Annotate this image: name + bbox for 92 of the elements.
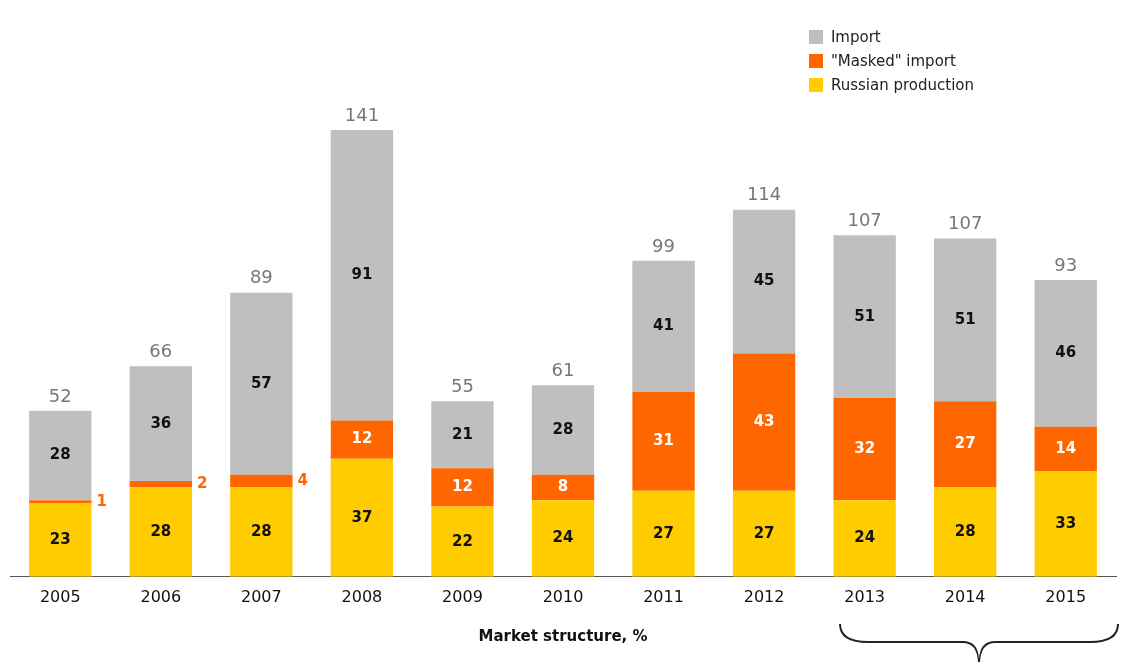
- data-label: 28: [954, 522, 976, 541]
- bar: [129, 487, 192, 577]
- data-label: 27: [653, 523, 674, 542]
- legend-label: "Masked" import: [830, 52, 956, 70]
- bar: [1034, 471, 1097, 577]
- data-label: 57: [250, 373, 272, 392]
- data-label: 27: [753, 523, 775, 542]
- bar: [632, 490, 695, 577]
- bar: [934, 238, 997, 402]
- total-label: 107: [847, 208, 882, 230]
- data-label: 23: [49, 529, 71, 548]
- data-label: 46: [1055, 343, 1077, 362]
- bar: [431, 401, 494, 469]
- data-label: 28: [250, 522, 272, 541]
- bar: [330, 458, 394, 577]
- data-label: 33: [1055, 514, 1077, 533]
- data-label: 24: [552, 528, 574, 547]
- bar: [230, 474, 293, 488]
- data-label: 45: [753, 271, 775, 290]
- data-label: 32: [854, 439, 876, 458]
- data-label: 43: [753, 411, 775, 430]
- bar: [732, 209, 796, 354]
- x-tick-label: 2006: [140, 586, 182, 606]
- data-label: 2: [196, 474, 208, 493]
- bar: [29, 503, 92, 577]
- bar: [934, 401, 997, 488]
- total-label: 107: [948, 212, 983, 234]
- bar: [129, 366, 192, 482]
- bar: [431, 506, 494, 577]
- data-label: 28: [49, 445, 71, 464]
- data-label: 36: [150, 413, 172, 432]
- data-label: 24: [854, 528, 876, 547]
- data-label: 27: [954, 434, 976, 453]
- data-label: 8: [557, 477, 569, 496]
- data-label: 22: [452, 531, 473, 550]
- bar: [431, 468, 494, 507]
- bar: [632, 391, 695, 491]
- x-tick-label: 2014: [944, 586, 986, 606]
- bar: [833, 398, 896, 501]
- x-axis-title: Market structure, %: [478, 626, 648, 645]
- total-label: 141: [344, 103, 380, 125]
- data-label: 1: [96, 491, 107, 510]
- bar: [531, 474, 595, 501]
- data-label: 12: [351, 429, 373, 448]
- x-tick-label: 2008: [341, 586, 383, 606]
- data-label: 28: [552, 419, 574, 438]
- x-tick-label: 2011: [643, 586, 684, 606]
- bar: [230, 292, 293, 475]
- data-label: 51: [954, 309, 976, 328]
- data-label: 31: [653, 431, 674, 450]
- data-label: 12: [452, 477, 473, 496]
- total-label: 52: [48, 384, 72, 406]
- data-label: 28: [150, 522, 172, 541]
- total-label: 66: [149, 339, 173, 361]
- bar: [1034, 280, 1097, 427]
- bar: [330, 130, 394, 421]
- bar: [934, 487, 997, 577]
- x-tick-label: 2012: [743, 586, 785, 606]
- bar: [833, 235, 896, 399]
- total-label: 61: [551, 358, 575, 380]
- x-tick-label: 2010: [542, 586, 584, 606]
- bar: [29, 500, 92, 504]
- data-label: 21: [452, 424, 473, 443]
- total-label: 93: [1054, 253, 1078, 275]
- total-label: 89: [249, 266, 273, 288]
- bar: [833, 500, 896, 577]
- x-tick-label: 2013: [844, 586, 885, 606]
- bar: [129, 481, 192, 488]
- bar: [732, 490, 796, 577]
- x-tick-label: 2007: [241, 586, 282, 606]
- data-label: 91: [351, 265, 373, 284]
- data-label: 14: [1055, 439, 1077, 458]
- bar: [29, 410, 92, 501]
- data-label: 4: [297, 470, 308, 489]
- total-label: 114: [746, 183, 782, 205]
- x-tick-label: 2015: [1045, 586, 1087, 606]
- x-tick-label: 2005: [39, 586, 81, 606]
- bar: [632, 260, 695, 392]
- total-label: 55: [451, 374, 474, 396]
- bar: [1034, 426, 1097, 472]
- x-tick-label: 2009: [442, 586, 483, 606]
- bar: [732, 353, 796, 491]
- bar: [330, 420, 394, 459]
- data-label: 41: [653, 316, 674, 335]
- data-label: 51: [854, 306, 876, 325]
- total-label: 99: [652, 234, 675, 256]
- legend-label: Russian production: [830, 76, 974, 94]
- bar: [230, 487, 293, 577]
- bar: [531, 385, 595, 475]
- legend-label: Import: [830, 28, 881, 46]
- data-label: 37: [351, 507, 373, 526]
- bar: [531, 500, 595, 577]
